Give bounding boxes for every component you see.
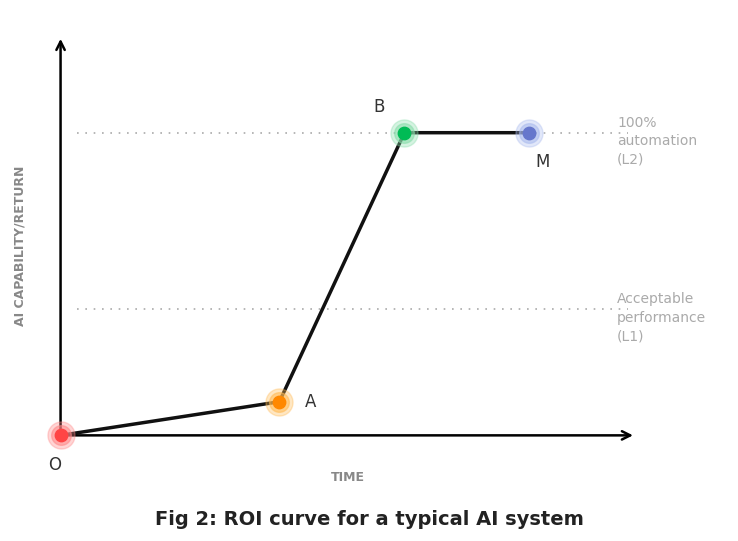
Point [274,398,286,406]
Text: AI CAPABILITY/RETURN: AI CAPABILITY/RETURN [13,166,27,326]
Point [274,398,286,406]
Point [274,398,286,406]
Point [523,128,535,137]
Point [399,128,410,137]
Text: Fig 2: ROI curve for a typical AI system: Fig 2: ROI curve for a typical AI system [154,510,584,529]
Text: O: O [48,456,61,474]
Point [55,431,66,440]
Text: Acceptable
performance
(L1): Acceptable performance (L1) [617,292,706,343]
Text: TIME: TIME [331,471,365,484]
Text: A: A [304,393,316,411]
Point [523,128,535,137]
Point [399,128,410,137]
Text: M: M [536,153,550,171]
Point [55,431,66,440]
Point [399,128,410,137]
Text: 100%
automation
(L2): 100% automation (L2) [617,116,697,167]
Point [55,431,66,440]
Text: B: B [373,98,385,116]
Point [523,128,535,137]
